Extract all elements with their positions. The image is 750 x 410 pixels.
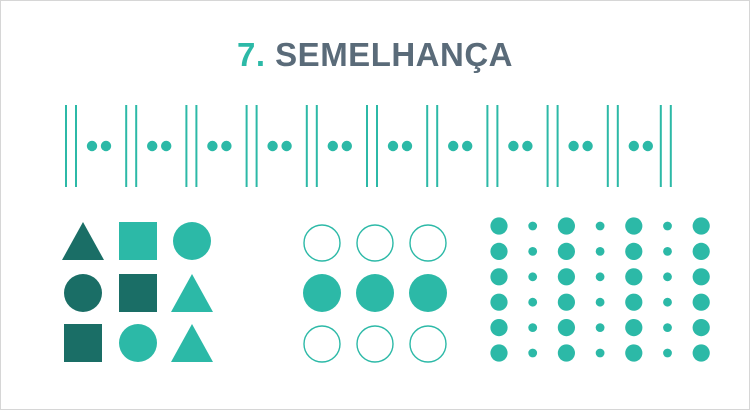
small-dot — [528, 272, 538, 282]
dot — [327, 140, 338, 152]
large-dot — [692, 268, 710, 286]
triangle-shape — [62, 222, 104, 260]
filled-circle — [356, 274, 394, 312]
small-dot — [528, 323, 538, 332]
small-dot — [663, 221, 672, 231]
small-dot — [595, 247, 605, 256]
large-dot — [692, 319, 710, 337]
filled-circle — [409, 274, 447, 312]
large-dot — [490, 293, 508, 311]
size-dots-grid — [490, 217, 710, 362]
dot — [281, 140, 292, 152]
large-dot — [490, 242, 508, 260]
dot — [341, 140, 352, 152]
large-dot — [557, 344, 576, 362]
large-dot — [625, 319, 643, 337]
dot — [387, 140, 399, 152]
mixed-shapes-grid — [62, 222, 213, 362]
small-dot — [663, 247, 672, 256]
bars-and-dots-strip — [65, 105, 672, 187]
large-dot — [625, 242, 643, 260]
dot — [161, 140, 172, 152]
dot — [401, 140, 413, 152]
square-shape — [119, 274, 157, 312]
dot — [582, 140, 593, 152]
circle-shape — [64, 274, 102, 312]
outline-circle — [303, 325, 341, 363]
large-dot — [490, 344, 508, 362]
small-dot — [595, 272, 605, 282]
large-dot — [557, 319, 576, 337]
filled-circle — [303, 274, 341, 312]
title-number: 7. — [236, 36, 266, 73]
small-dot — [595, 348, 605, 358]
circle-shape — [119, 324, 157, 362]
dot — [86, 140, 98, 152]
triangle-shape — [171, 324, 213, 362]
dot — [508, 140, 519, 152]
dot — [628, 140, 639, 152]
dot — [207, 140, 218, 152]
small-dot — [528, 348, 538, 358]
small-dot — [663, 272, 672, 282]
dot — [267, 140, 278, 152]
small-dot — [663, 323, 672, 332]
dot — [522, 140, 533, 152]
square-shape — [119, 222, 157, 260]
outline-filled-circles-grid — [303, 224, 447, 363]
large-dot — [490, 217, 508, 235]
outline-circle — [303, 224, 341, 262]
large-dot — [625, 217, 643, 235]
small-dot — [528, 221, 538, 231]
title-text: SEMELHANÇA — [275, 36, 514, 73]
small-dot — [528, 297, 538, 307]
triangle-shape — [171, 274, 213, 312]
small-dot — [663, 348, 672, 358]
large-dot — [692, 293, 710, 311]
dot — [147, 140, 158, 152]
page-title: 7. SEMELHANÇA — [1, 35, 749, 75]
outline-circle — [356, 224, 394, 262]
small-dot — [663, 297, 672, 307]
small-dot — [595, 297, 605, 307]
dot — [462, 140, 473, 152]
large-dot — [490, 268, 508, 286]
small-dot — [595, 323, 605, 332]
square-shape — [64, 324, 102, 362]
large-dot — [625, 293, 643, 311]
outline-circle — [409, 325, 447, 363]
dot — [448, 140, 459, 152]
large-dot — [557, 242, 576, 260]
circle-shape — [173, 222, 211, 260]
dot — [100, 140, 112, 152]
small-dot — [528, 247, 538, 256]
dot — [568, 140, 579, 152]
large-dot — [557, 293, 576, 311]
large-dot — [692, 217, 710, 235]
large-dot — [557, 217, 576, 235]
large-dot — [692, 242, 710, 260]
outline-circle — [356, 325, 394, 363]
large-dot — [692, 344, 710, 362]
dot — [642, 140, 653, 152]
large-dot — [490, 319, 508, 337]
outline-circle — [409, 224, 447, 262]
small-dot — [595, 221, 605, 231]
large-dot — [625, 268, 643, 286]
dot — [221, 140, 232, 152]
large-dot — [557, 268, 576, 286]
large-dot — [625, 344, 643, 362]
